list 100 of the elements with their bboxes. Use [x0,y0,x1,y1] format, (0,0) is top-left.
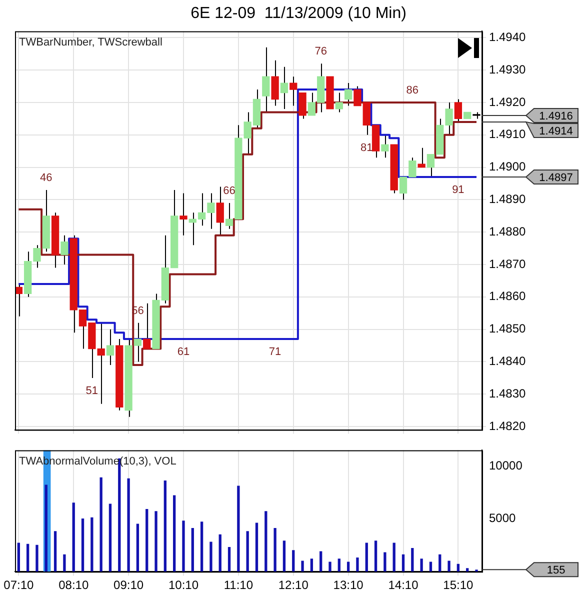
annotation: 61 [177,346,190,358]
y-tick-label: 1.4930 [489,62,526,76]
bar [108,504,112,572]
x-tick-label: 09:10 [114,578,144,592]
y-tick-label: 1.4910 [489,127,526,142]
y-tick-label: 1.4920 [489,94,526,109]
bar [310,558,314,572]
bar [402,554,405,572]
x-tick-label: 10:10 [168,578,199,592]
annotation: 91 [452,184,464,196]
annotation: 1.4897 [539,172,573,184]
annotation: TWBarNumber, TWScrewball [19,36,162,49]
bar [127,478,130,572]
y-tick-label: 1.4880 [489,224,526,238]
candlestick [290,76,298,106]
y-tick-label: 1.4870 [489,256,526,271]
x-tick-label: 08:10 [58,578,89,592]
bar [466,568,469,572]
annotation: 46 [40,172,52,184]
bar [164,480,166,572]
y-tick-label: 1.4940 [489,30,526,44]
bar [26,544,30,572]
y-tick-label: 1.4840 [489,354,526,368]
text: 155 [546,564,566,577]
y-tick-label: 5000 [489,511,516,526]
bar [182,520,185,572]
bar [282,540,286,572]
bar [246,531,249,572]
candlestick [106,328,114,366]
x-tick-label: 13:10 [333,578,364,592]
candlestick [60,234,68,266]
bar [448,560,450,572]
bar [365,542,368,572]
y-tick-label: 1.4830 [489,386,526,400]
y-tick-label: 1.4890 [489,192,526,206]
bar [44,484,48,572]
candlestick [418,147,426,168]
bar [384,552,386,572]
annotation: 1.4914 [539,125,573,138]
candlestick [262,46,270,113]
bar [320,551,322,572]
bar [338,558,340,572]
y-tick-label: 1.4860 [489,289,526,304]
y-tick-label: 1.4850 [489,322,526,336]
annotation: 1.4916 [539,110,573,122]
candlestick [344,82,352,106]
bar [346,562,350,572]
bar [411,548,414,572]
bar [374,540,378,572]
bar [356,558,359,572]
bar [154,511,158,572]
candlestick [216,186,224,236]
x-tick-label: 07:10 [4,578,34,592]
annotation: 86 [406,84,419,97]
y-tick-label: 1.4820 [489,418,526,433]
x-tick-label: 15:10 [443,578,474,592]
bar [429,562,432,572]
candlestick [454,98,462,122]
annotation: 66 [223,184,236,197]
bar [72,502,75,572]
bar [173,495,176,572]
bar [17,542,20,572]
bar [146,508,148,572]
x-tick-label: 12:10 [278,578,309,592]
chart-title: 6E 12-09 11/13/2009 (10 Min) [190,5,406,22]
bar [420,558,423,572]
bar [255,522,258,572]
candlestick [180,192,188,236]
x-tick-label: 14:10 [388,578,419,592]
bar [274,528,276,572]
candlestick [271,60,279,106]
annotation: 71 [268,346,282,358]
bar [301,560,304,572]
bar [392,542,396,572]
y-tick-label: 1.4900 [489,160,526,174]
bar [264,511,268,572]
y-tick-label: 10000 [489,458,523,472]
bar [81,518,84,572]
candlestick [298,92,306,120]
annotation: 51 [86,384,98,397]
bar [36,544,38,572]
candlestick [381,134,389,158]
bar [218,534,222,572]
bar [200,522,204,572]
bar [228,546,231,572]
candlestick [335,92,343,113]
bar [438,554,442,572]
bar [90,517,94,572]
bar [328,562,332,572]
bar [237,486,240,572]
annotation: 76 [314,46,327,58]
bar [100,477,102,572]
bar [210,542,212,572]
bar [292,550,295,572]
bar [54,531,57,572]
bar [63,554,66,572]
candlestick [280,66,288,110]
bar [136,524,140,572]
bar [191,528,194,572]
bar [456,564,460,572]
